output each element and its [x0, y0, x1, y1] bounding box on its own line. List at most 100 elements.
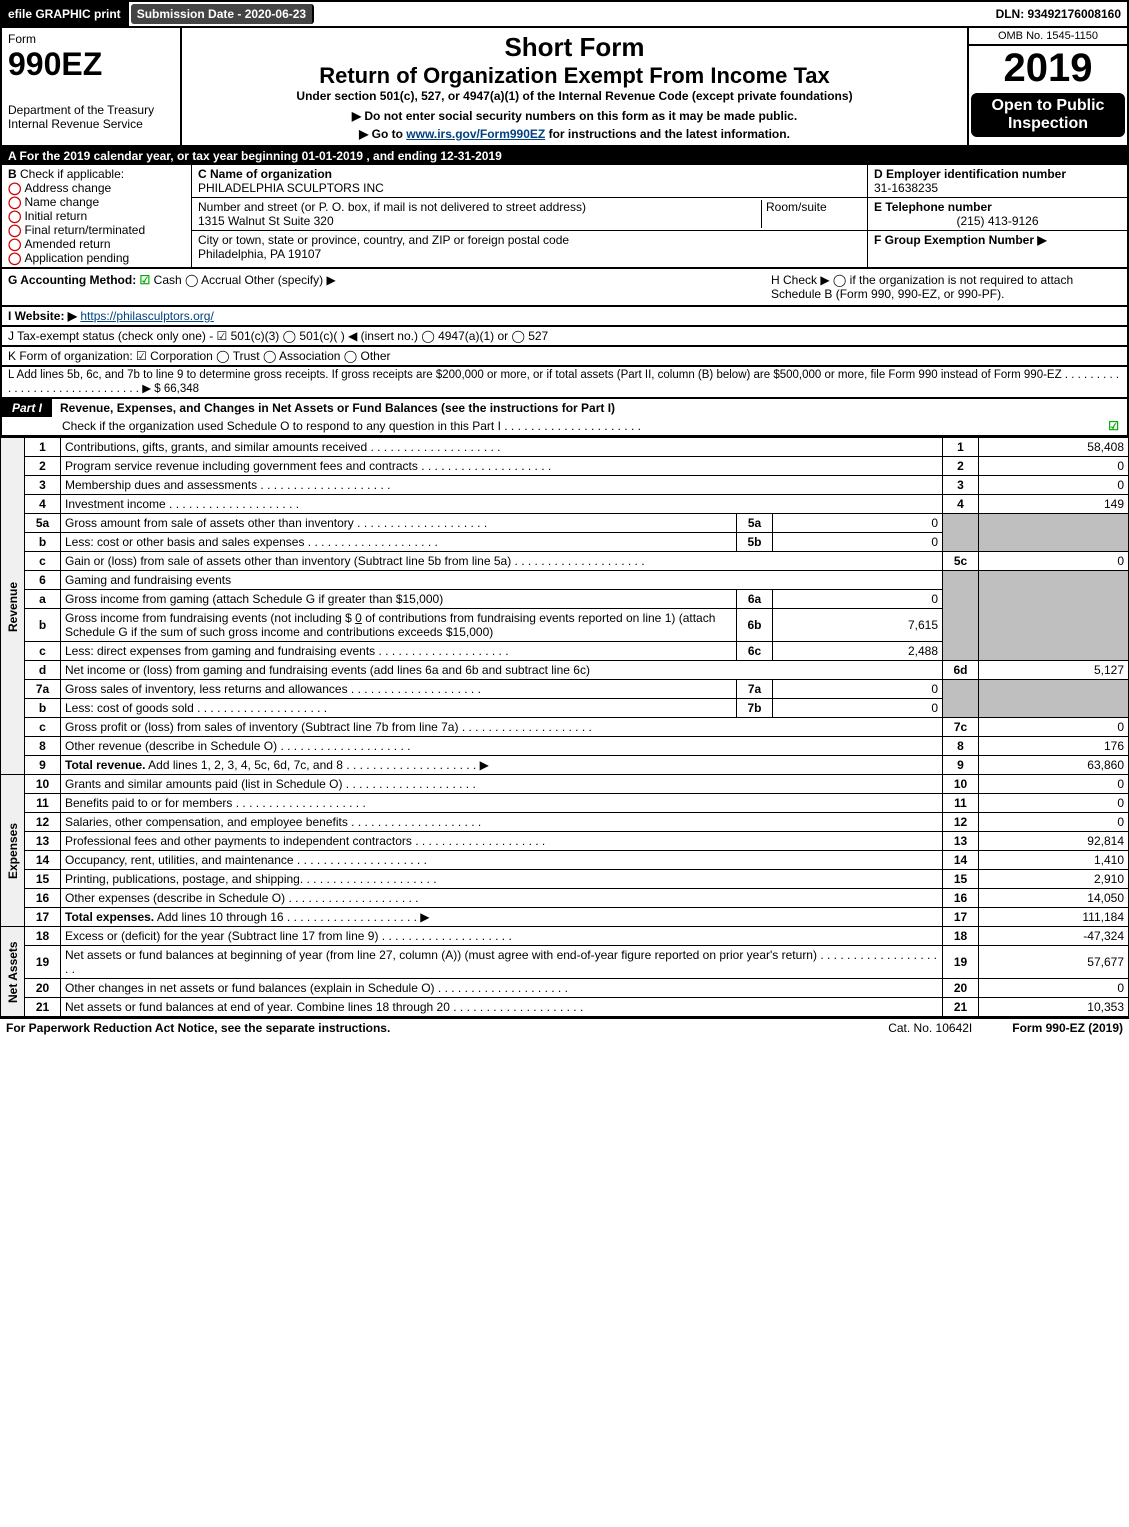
line-desc: Net assets or fund balances at end of ye… [65, 1000, 583, 1014]
part1-table: Revenue 1 Contributions, gifts, grants, … [0, 437, 1129, 1017]
table-row: 14 Occupancy, rent, utilities, and maint… [1, 851, 1129, 870]
line-num: b [25, 609, 61, 642]
line-num: 12 [25, 813, 61, 832]
line-num: 18 [25, 927, 61, 946]
table-row: 8 Other revenue (describe in Schedule O)… [1, 737, 1129, 756]
grey-cell [943, 571, 979, 661]
city-value: Philadelphia, PA 19107 [198, 247, 861, 261]
grey-cell [943, 514, 979, 552]
line-desc: Net income or (loss) from gaming and fun… [65, 663, 590, 677]
line-desc: Benefits paid to or for members [65, 796, 366, 810]
grey-cell [979, 571, 1129, 661]
line-code: 21 [943, 998, 979, 1017]
h-section: H Check ▶ ◯ if the organization is not r… [771, 273, 1121, 301]
total-label: Total revenue. [65, 758, 145, 772]
line-amount: -47,324 [979, 927, 1129, 946]
c-label: C Name of organization [198, 167, 861, 181]
g-section: G Accounting Method: ☑ Cash ◯ Accrual Ot… [8, 273, 771, 301]
sub-num: 7a [737, 680, 773, 699]
checkbox-icon[interactable]: ◯ [8, 237, 21, 251]
g-opts: Cash ◯ Accrual Other (specify) ▶ [154, 273, 336, 287]
e-label: E Telephone number [874, 200, 1121, 214]
efile-label: efile GRAPHIC print [2, 2, 129, 26]
line-desc: Gross income from gaming (attach Schedul… [65, 592, 443, 606]
l-amount: 66,348 [164, 383, 199, 395]
table-row: 9 Total revenue. Add lines 1, 2, 3, 4, 5… [1, 756, 1129, 775]
line-num: c [25, 718, 61, 737]
table-row: 4 Investment income 4 149 [1, 495, 1129, 514]
opt-address: Address change [24, 181, 111, 195]
sub-val: 7,615 [773, 609, 943, 642]
top-bar: efile GRAPHIC print Submission Date - 20… [0, 0, 1129, 28]
line-num: d [25, 661, 61, 680]
line-desc: Salaries, other compensation, and employ… [65, 815, 481, 829]
line-desc: Membership dues and assessments [65, 478, 390, 492]
checkbox-icon[interactable]: ◯ [8, 181, 21, 195]
line-amount: 0 [979, 979, 1129, 998]
table-row: Expenses 10 Grants and similar amounts p… [1, 775, 1129, 794]
grey-cell [979, 680, 1129, 718]
line-amount: 10,353 [979, 998, 1129, 1017]
check-if-text: Check if applicable: [20, 167, 124, 181]
line-amount: 176 [979, 737, 1129, 756]
line-amount: 2,910 [979, 870, 1129, 889]
short-form-title: Short Form [188, 32, 961, 63]
sub-num: 6c [737, 642, 773, 661]
line-num: 2 [25, 457, 61, 476]
line-desc: Printing, publications, postage, and shi… [65, 872, 437, 886]
table-row: 6 Gaming and fundraising events [1, 571, 1129, 590]
sub-num: 5a [737, 514, 773, 533]
street-label: Number and street (or P. O. box, if mail… [198, 200, 761, 214]
line-code: 13 [943, 832, 979, 851]
part1-header: Part I Revenue, Expenses, and Changes in… [0, 399, 1129, 437]
line-amount: 57,677 [979, 946, 1129, 979]
line-num: 14 [25, 851, 61, 870]
line-num: 21 [25, 998, 61, 1017]
line-desc: Excess or (deficit) for the year (Subtra… [65, 929, 512, 943]
header-right: OMB No. 1545-1150 2019 Open to Public In… [967, 28, 1127, 145]
goto-instructions: ▶ Go to www.irs.gov/Form990EZ for instru… [188, 127, 961, 141]
submission-date: Submission Date - 2020-06-23 [131, 4, 314, 24]
line-amount: 14,050 [979, 889, 1129, 908]
table-row: c Gain or (loss) from sale of assets oth… [1, 552, 1129, 571]
line-desc: Gross amount from sale of assets other t… [65, 516, 487, 530]
gh-row: G Accounting Method: ☑ Cash ◯ Accrual Ot… [0, 269, 1129, 307]
part1-checkbox-icon[interactable]: ☑ [1108, 419, 1119, 433]
line-num: c [25, 552, 61, 571]
checkbox-icon[interactable]: ◯ [8, 251, 21, 265]
line-num: 16 [25, 889, 61, 908]
line-code: 4 [943, 495, 979, 514]
table-row: 7a Gross sales of inventory, less return… [1, 680, 1129, 699]
line-num: 6 [25, 571, 61, 590]
line-desc: Add lines 10 through 16 [157, 910, 417, 924]
sub-num: 7b [737, 699, 773, 718]
line-num: a [25, 590, 61, 609]
street-value: 1315 Walnut St Suite 320 [198, 214, 761, 228]
goto-link[interactable]: www.irs.gov/Form990EZ [406, 127, 545, 141]
line-amount: 1,410 [979, 851, 1129, 870]
k-row: K Form of organization: ☑ Corporation ◯ … [0, 347, 1129, 367]
line-num: 15 [25, 870, 61, 889]
table-row: 15 Printing, publications, postage, and … [1, 870, 1129, 889]
line-code: 16 [943, 889, 979, 908]
checkbox-icon[interactable]: ◯ [8, 223, 21, 237]
line-desc: Other revenue (describe in Schedule O) [65, 739, 410, 753]
checkbox-icon[interactable]: ◯ [8, 209, 21, 223]
table-row: 5a Gross amount from sale of assets othe… [1, 514, 1129, 533]
cat-number: Cat. No. 10642I [888, 1021, 972, 1035]
line-amount: 0 [979, 552, 1129, 571]
line-code: 11 [943, 794, 979, 813]
line-num: 19 [25, 946, 61, 979]
goto-pre: ▶ Go to [359, 127, 406, 141]
table-row: c Gross profit or (loss) from sales of i… [1, 718, 1129, 737]
i-label: I Website: ▶ [8, 309, 77, 323]
cash-checkbox-icon[interactable]: ☑ [140, 273, 151, 287]
grey-cell [979, 514, 1129, 552]
line-desc: Contributions, gifts, grants, and simila… [65, 440, 501, 454]
table-row: d Net income or (loss) from gaming and f… [1, 661, 1129, 680]
line-num: 10 [25, 775, 61, 794]
line-desc: Gross sales of inventory, less returns a… [65, 682, 481, 696]
line-code: 17 [943, 908, 979, 927]
website-link[interactable]: https://philasculptors.org/ [80, 309, 213, 323]
checkbox-icon[interactable]: ◯ [8, 195, 21, 209]
